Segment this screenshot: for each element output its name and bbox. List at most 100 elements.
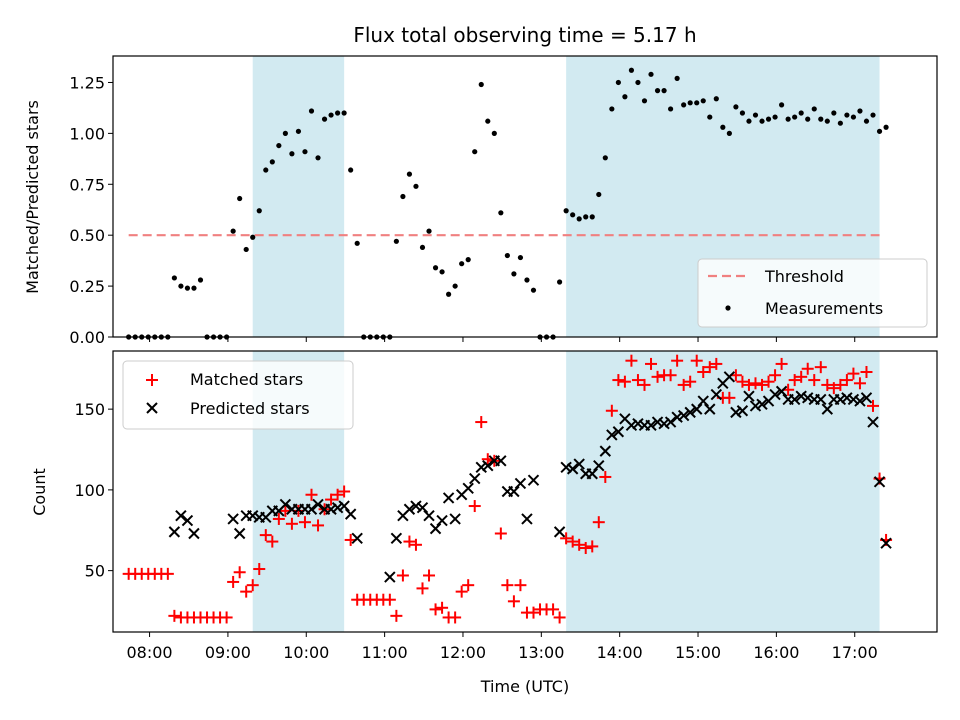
measurement-point xyxy=(798,110,804,116)
matched-star-point xyxy=(161,567,174,580)
predicted-star-point xyxy=(325,503,337,515)
predicted-star-point xyxy=(873,476,886,488)
matched-star-point xyxy=(840,374,853,387)
measurement-point xyxy=(615,79,621,86)
matched-star-point xyxy=(573,538,586,551)
measurement-point xyxy=(419,244,426,251)
predicted-star-point xyxy=(175,510,187,522)
matched-star-point xyxy=(631,374,644,387)
predicted-star-point xyxy=(710,388,723,401)
matched-star-point xyxy=(814,361,827,374)
matched-star-point xyxy=(566,535,579,548)
matched-star-point xyxy=(272,512,285,525)
measurement-point xyxy=(276,142,282,149)
matched-star-point xyxy=(697,365,710,378)
matched-star-point xyxy=(507,595,520,608)
bottom-panel-frame xyxy=(112,350,938,633)
bottom-legend-box xyxy=(122,360,354,430)
measurement-point xyxy=(641,98,648,104)
predicted-star-point xyxy=(449,513,461,525)
matched-star-point xyxy=(449,611,462,624)
matched-star-point xyxy=(462,579,475,592)
legend-predicted-label: Predicted stars xyxy=(190,399,310,418)
measurement-point xyxy=(779,102,785,108)
chart-title: Flux total observing time = 5.17 h xyxy=(353,23,696,47)
predicted-star-point xyxy=(612,426,625,438)
measurement-point xyxy=(230,228,236,234)
matched-star-point xyxy=(618,375,631,388)
predicted-star-point xyxy=(423,510,435,522)
x-tick-label: 15:00 xyxy=(675,643,721,662)
predicted-star-point xyxy=(475,461,487,473)
measurement-point xyxy=(850,114,857,120)
predicted-star-point xyxy=(841,392,853,404)
matched-star-point xyxy=(259,529,272,542)
measurement-point xyxy=(263,167,269,173)
measurement-point xyxy=(459,261,465,267)
top-y-tick-label: 0.25 xyxy=(69,277,105,296)
measurement-point xyxy=(596,191,602,198)
top-panel: 0.00 0.25 0.50 0.75 1.00 1.25 Matched/Predict… xyxy=(23,55,938,347)
matched-star-point xyxy=(514,579,527,592)
predicted-star-point xyxy=(671,411,683,423)
predicted-star-point xyxy=(788,393,801,406)
predicted-star-point xyxy=(677,409,690,422)
measurement-point xyxy=(752,112,759,118)
measurement-point xyxy=(609,106,615,112)
measurement-point xyxy=(485,118,491,124)
measurement-point xyxy=(341,110,347,116)
measurement-point xyxy=(171,275,177,281)
measurement-point xyxy=(870,112,876,118)
predicted-star-point xyxy=(338,500,350,512)
matched-star-point xyxy=(305,488,318,501)
legend-measurements-label: Measurements xyxy=(765,299,883,318)
predicted-star-point xyxy=(566,463,579,475)
matched-star-point xyxy=(285,517,298,530)
predicted-star-point xyxy=(645,419,657,431)
measurement-point xyxy=(511,271,517,277)
matched-star-point xyxy=(253,563,266,576)
measurement-point xyxy=(570,212,576,218)
measurement-point xyxy=(648,71,654,77)
measurement-point xyxy=(504,252,510,259)
predicted-star-point xyxy=(756,398,768,411)
measurement-point xyxy=(589,214,595,220)
measurement-point xyxy=(837,120,843,126)
predicted-star-point xyxy=(684,406,696,419)
predicted-star-point xyxy=(351,532,363,545)
measurement-point xyxy=(713,96,719,102)
predicted-star-point xyxy=(416,501,429,514)
x-tick-label: 08:00 xyxy=(127,643,173,662)
matched-star-point xyxy=(684,375,697,388)
measurement-point xyxy=(772,114,778,120)
x-tick-label: 13:00 xyxy=(518,643,564,662)
predicted-star-point xyxy=(730,406,742,419)
measurement-point xyxy=(197,277,204,283)
measurement-point xyxy=(661,88,667,94)
matched-star-point xyxy=(664,369,677,382)
measurement-point xyxy=(824,118,830,124)
measurement-point xyxy=(237,195,243,202)
measurement-point xyxy=(256,208,262,214)
predicted-star-point xyxy=(769,388,781,401)
measurement-point xyxy=(863,118,870,124)
bottom-panel: 50 100 150 08:00 09:00 10:00 11:00 12:00 13:00 1… xyxy=(30,350,938,662)
predicted-star-point xyxy=(632,417,644,430)
measurement-point xyxy=(602,155,608,161)
measurement-point xyxy=(413,183,419,189)
measurement-point xyxy=(393,238,399,244)
top-y-tick-label: 0.75 xyxy=(69,175,105,194)
x-tick-label: 17:00 xyxy=(832,643,878,662)
predicted-star-point xyxy=(469,472,481,485)
predicted-star-point xyxy=(867,416,879,428)
matched-star-point xyxy=(749,377,762,390)
measurement-point xyxy=(694,100,700,106)
matched-star-point xyxy=(390,609,403,622)
top-legend: Threshold Measurements xyxy=(697,258,928,328)
measurement-point xyxy=(446,291,452,297)
matched-star-point xyxy=(331,488,344,501)
matched-star-point xyxy=(769,369,782,382)
predicted-star-point xyxy=(495,455,507,467)
matched-star-point xyxy=(821,378,834,391)
matched-star-point xyxy=(455,585,468,598)
